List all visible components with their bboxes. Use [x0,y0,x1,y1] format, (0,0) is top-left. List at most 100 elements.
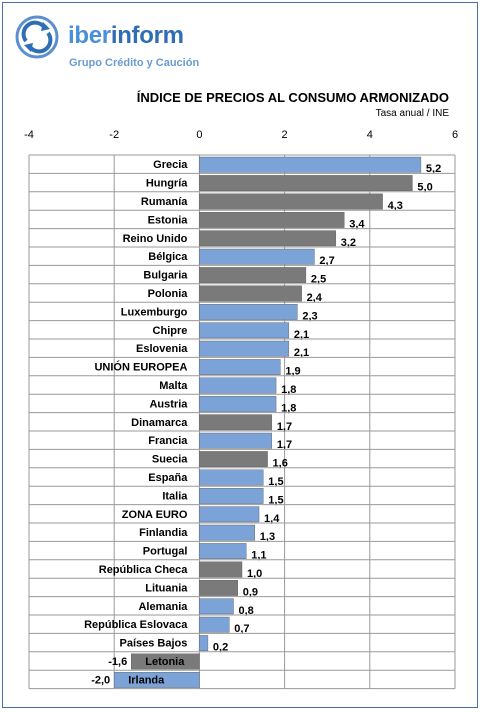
category-label: Bulgaria [143,270,188,282]
category-label: Dinamarca [131,417,188,429]
bar [199,230,336,247]
value-label: 5,0 [417,182,432,194]
value-label: 1,7 [277,439,292,451]
bar [199,635,209,652]
value-label: 0,2 [213,642,228,654]
bar [199,616,230,633]
x-tick-label: 2 [282,129,288,141]
bar [199,175,413,191]
bar [199,156,422,173]
category-label: Rumanía [141,196,188,208]
category-label: España [148,472,188,484]
chart-subtitle: Tasa anual / INE [375,108,449,119]
x-tick-label: 0 [196,129,202,141]
value-label: 0,7 [234,623,249,635]
value-label: 1,3 [260,531,275,543]
bar [199,211,345,228]
bar [199,432,273,449]
bar [199,451,268,467]
bar [199,524,255,541]
brand-name-part1: iber [68,22,111,49]
value-label: 1,0 [247,568,262,580]
value-label: 3,4 [349,218,365,230]
bar [113,672,200,688]
category-label: Portugal [143,546,188,558]
category-label: Lituania [145,582,188,594]
category-label: Hungría [146,178,188,190]
category-label: Suecia [152,454,188,466]
bar [199,267,307,283]
value-label: 2,5 [311,274,326,286]
category-label: Alemania [138,601,188,613]
category-label: Italia [162,490,188,502]
bar [131,653,200,670]
x-tick-label: 6 [452,129,458,141]
value-label: 1,6 [273,458,288,470]
chart-title: ÍNDICE DE PRECIOS AL CONSUMO ARMONIZADO [136,90,449,105]
category-label: Grecia [153,159,188,171]
bar [199,285,302,302]
category-label: Austria [149,398,188,410]
value-label: 1,7 [277,421,292,433]
category-label: Letonia [145,656,185,668]
category-label: Luxemburgo [121,306,188,318]
x-tick-label: -2 [109,129,119,141]
category-label: Reino Unido [123,233,188,245]
value-label: 1,1 [251,550,266,562]
bar [199,543,247,560]
value-label: 4,3 [388,200,403,212]
category-label: Francia [148,435,188,447]
brand-tagline: Grupo Crédito y Caución [69,57,200,69]
category-label: Finlandia [139,527,188,539]
bar [199,322,290,339]
bar [199,396,277,412]
category-label: República Eslovaca [84,619,188,631]
value-label: 2,3 [302,310,317,322]
category-label: Bélgica [148,251,188,263]
iberinform-logo-icon [15,15,59,59]
value-label: 0,8 [238,605,253,617]
value-label: 1,5 [268,476,283,488]
bar [199,506,260,523]
brand-name: iberinform [68,22,184,50]
category-label: Países Bajos [120,638,188,650]
brand-name-part2: inform [110,22,184,49]
value-label: 1,8 [281,384,296,396]
category-label: Irlanda [128,674,165,686]
bar [199,580,238,596]
bar [199,248,315,265]
category-label: Estonia [148,214,189,226]
bar [199,304,298,320]
x-tick-label: 4 [367,129,373,141]
category-label: Polonia [148,288,189,300]
bar [199,598,234,615]
bar [199,414,273,431]
value-label: -2,0 [91,674,110,686]
category-label: República Checa [99,564,189,576]
value-label: 5,2 [426,163,441,175]
bar [199,359,281,375]
category-label: Malta [159,380,188,392]
bar [199,488,264,504]
category-label: Chipre [153,325,188,337]
value-label: 1,5 [268,494,283,506]
bar [199,193,383,210]
bar [199,469,264,486]
value-label: 3,2 [341,237,356,249]
value-label: 2,4 [307,292,323,304]
bar [199,377,277,394]
category-label: UNIÓN EUROPEA [94,361,187,374]
bar [199,340,290,357]
value-label: 2,7 [319,255,334,267]
value-label: 1,8 [281,402,296,414]
x-tick-label: -4 [24,129,34,141]
value-label: 0,9 [243,586,258,598]
bar [199,561,243,578]
value-label: 2,1 [294,329,309,341]
category-label: Eslovenia [136,343,188,355]
value-label: 1,9 [285,366,300,378]
value-label: -1,6 [108,656,127,668]
value-label: 1,4 [264,513,280,525]
category-label: ZONA EURO [122,509,188,521]
